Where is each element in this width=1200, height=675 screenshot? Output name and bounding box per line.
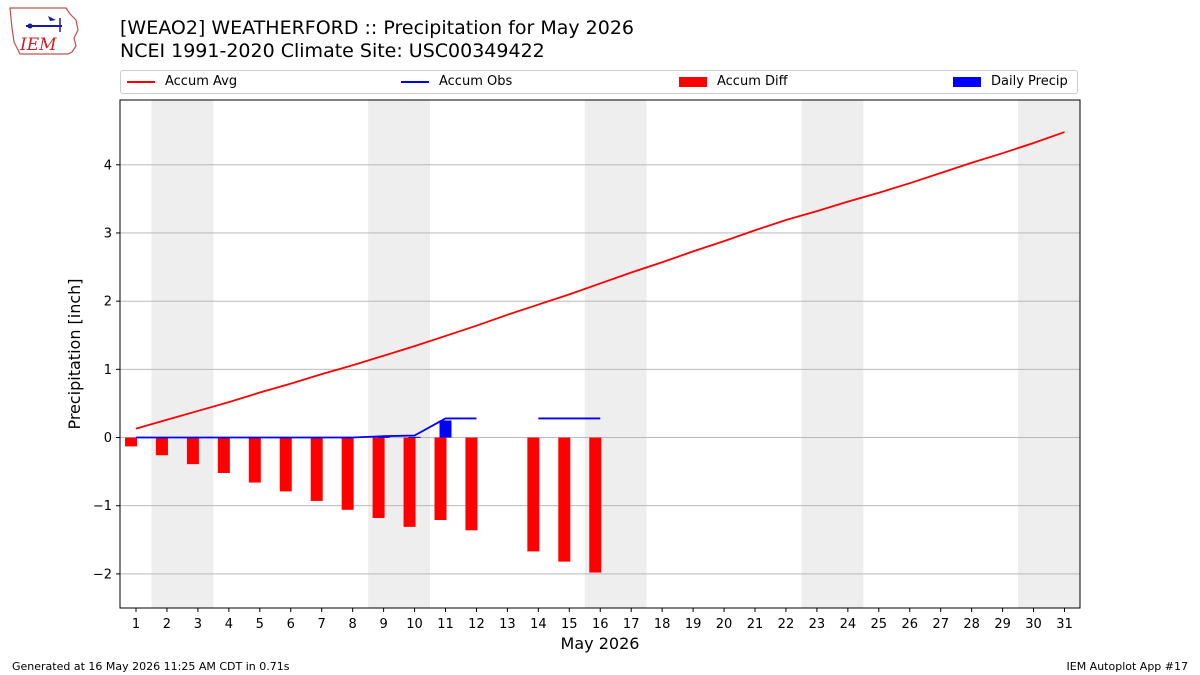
accum-avg-line	[135, 131, 1065, 430]
y-tick-label: 4	[104, 158, 112, 173]
accum-diff-bar-day-16	[589, 437, 602, 573]
plot-frame	[119, 99, 1081, 609]
accum-diff-bar-day-4	[217, 437, 230, 473]
accum-diff-bar-day-1	[125, 437, 137, 447]
x-tick-label: 23	[809, 617, 826, 632]
y-axis-label: Precipitation [inch]	[65, 278, 84, 429]
y-tick-label: 1	[104, 363, 112, 378]
x-axis-label: May 2026	[561, 634, 640, 653]
x-tick-label: 15	[561, 617, 578, 632]
x-tick-label: 26	[901, 617, 918, 632]
y-tick-label: 3	[104, 226, 112, 241]
legend-swatch-accum-avg	[127, 80, 155, 83]
x-tick-label: 5	[256, 617, 264, 632]
chart-subtitle: NCEI 1991-2020 Climate Site: USC00349422	[120, 40, 545, 62]
accum-diff-bar-day-5	[248, 437, 261, 483]
accum-diff-bar-day-9	[372, 437, 385, 518]
x-tick-label: 25	[871, 617, 888, 632]
accum-diff-bar-day-8	[341, 437, 354, 510]
legend-label-accum-avg: Accum Avg	[165, 74, 238, 89]
x-tick-label: 18	[654, 617, 671, 632]
accum-diff-bar-day-6	[279, 437, 292, 492]
x-tick-label: 17	[623, 617, 640, 632]
x-tick-label: 3	[194, 617, 202, 632]
y-tick-label: 2	[104, 295, 112, 310]
x-tick-label: 19	[685, 617, 702, 632]
x-tick-label: 12	[468, 617, 485, 632]
legend-item-daily-precip: Daily Precip	[953, 74, 1068, 89]
x-tick-label: 28	[963, 617, 980, 632]
x-tick-label: 7	[318, 617, 326, 632]
accum-diff-bar-day-10	[403, 437, 416, 527]
daily-precip-bar-day-11	[439, 420, 452, 438]
x-tick-label: 9	[379, 617, 387, 632]
x-tick-label: 27	[932, 617, 949, 632]
legend-item-accum-obs: Accum Obs	[401, 74, 512, 89]
accum-diff-bar-day-2	[155, 437, 168, 456]
x-tick-label: 22	[778, 617, 795, 632]
x-tick-label: 29	[994, 617, 1011, 632]
x-tick-label: 24	[840, 617, 857, 632]
legend-swatch-accum-diff	[679, 76, 707, 87]
y-tick-label: 0	[104, 431, 112, 446]
accum-diff-bar-day-7	[310, 437, 323, 501]
x-tick-label: 14	[530, 617, 547, 632]
x-tick-label: 31	[1056, 617, 1073, 632]
legend-item-accum-diff: Accum Diff	[679, 74, 788, 89]
x-tick-label: 13	[499, 617, 516, 632]
chart-title: [WEAO2] WEATHERFORD :: Precipitation for…	[120, 17, 635, 39]
x-tick-label: 1	[132, 617, 140, 632]
legend-item-accum-avg: Accum Avg	[127, 74, 237, 89]
y-tick-label: −1	[93, 499, 112, 514]
x-tick-label: 6	[287, 617, 295, 632]
logo-text: IEM	[19, 35, 57, 55]
iem-logo: IEM	[8, 6, 80, 62]
x-tick-label: 30	[1025, 617, 1042, 632]
legend-label-accum-diff: Accum Diff	[717, 74, 788, 89]
x-tick-label: 4	[225, 617, 233, 632]
x-tick-label: 8	[349, 617, 357, 632]
legend: Accum Avg Accum Obs Accum Diff Daily Pre…	[120, 70, 1078, 94]
x-tick-label: 20	[716, 617, 733, 632]
daily-precip-bar-day-9	[377, 436, 390, 438]
legend-swatch-accum-obs	[401, 80, 429, 83]
accum-diff-bar-day-15	[558, 437, 571, 562]
daily-precip-bar-day-10	[408, 436, 421, 438]
weekend-band-2	[368, 100, 431, 608]
x-tick-label: 16	[592, 617, 609, 632]
x-tick-label: 11	[437, 617, 454, 632]
weekend-band-1	[151, 100, 214, 608]
x-tick-label: 10	[406, 617, 423, 632]
weekend-band-4	[801, 100, 864, 608]
y-tick-label: −2	[93, 567, 112, 582]
x-tick-label: 2	[163, 617, 171, 632]
legend-swatch-daily-precip	[953, 76, 981, 87]
footer-app-label: IEM Autoplot App #17	[1066, 660, 1189, 673]
accum-obs-line	[136, 417, 477, 439]
legend-label-daily-precip: Daily Precip	[991, 74, 1068, 89]
accum-diff-bar-day-12	[465, 437, 478, 531]
weekend-band-5	[1018, 100, 1080, 608]
accum-diff-bar-day-3	[186, 437, 199, 465]
legend-label-accum-obs: Accum Obs	[439, 74, 513, 89]
accum-diff-bar-day-11	[434, 437, 447, 521]
accum-diff-bar-day-14	[527, 437, 540, 552]
footer-generated-text: Generated at 16 May 2026 11:25 AM CDT in…	[12, 660, 290, 673]
x-tick-label: 21	[747, 617, 764, 632]
